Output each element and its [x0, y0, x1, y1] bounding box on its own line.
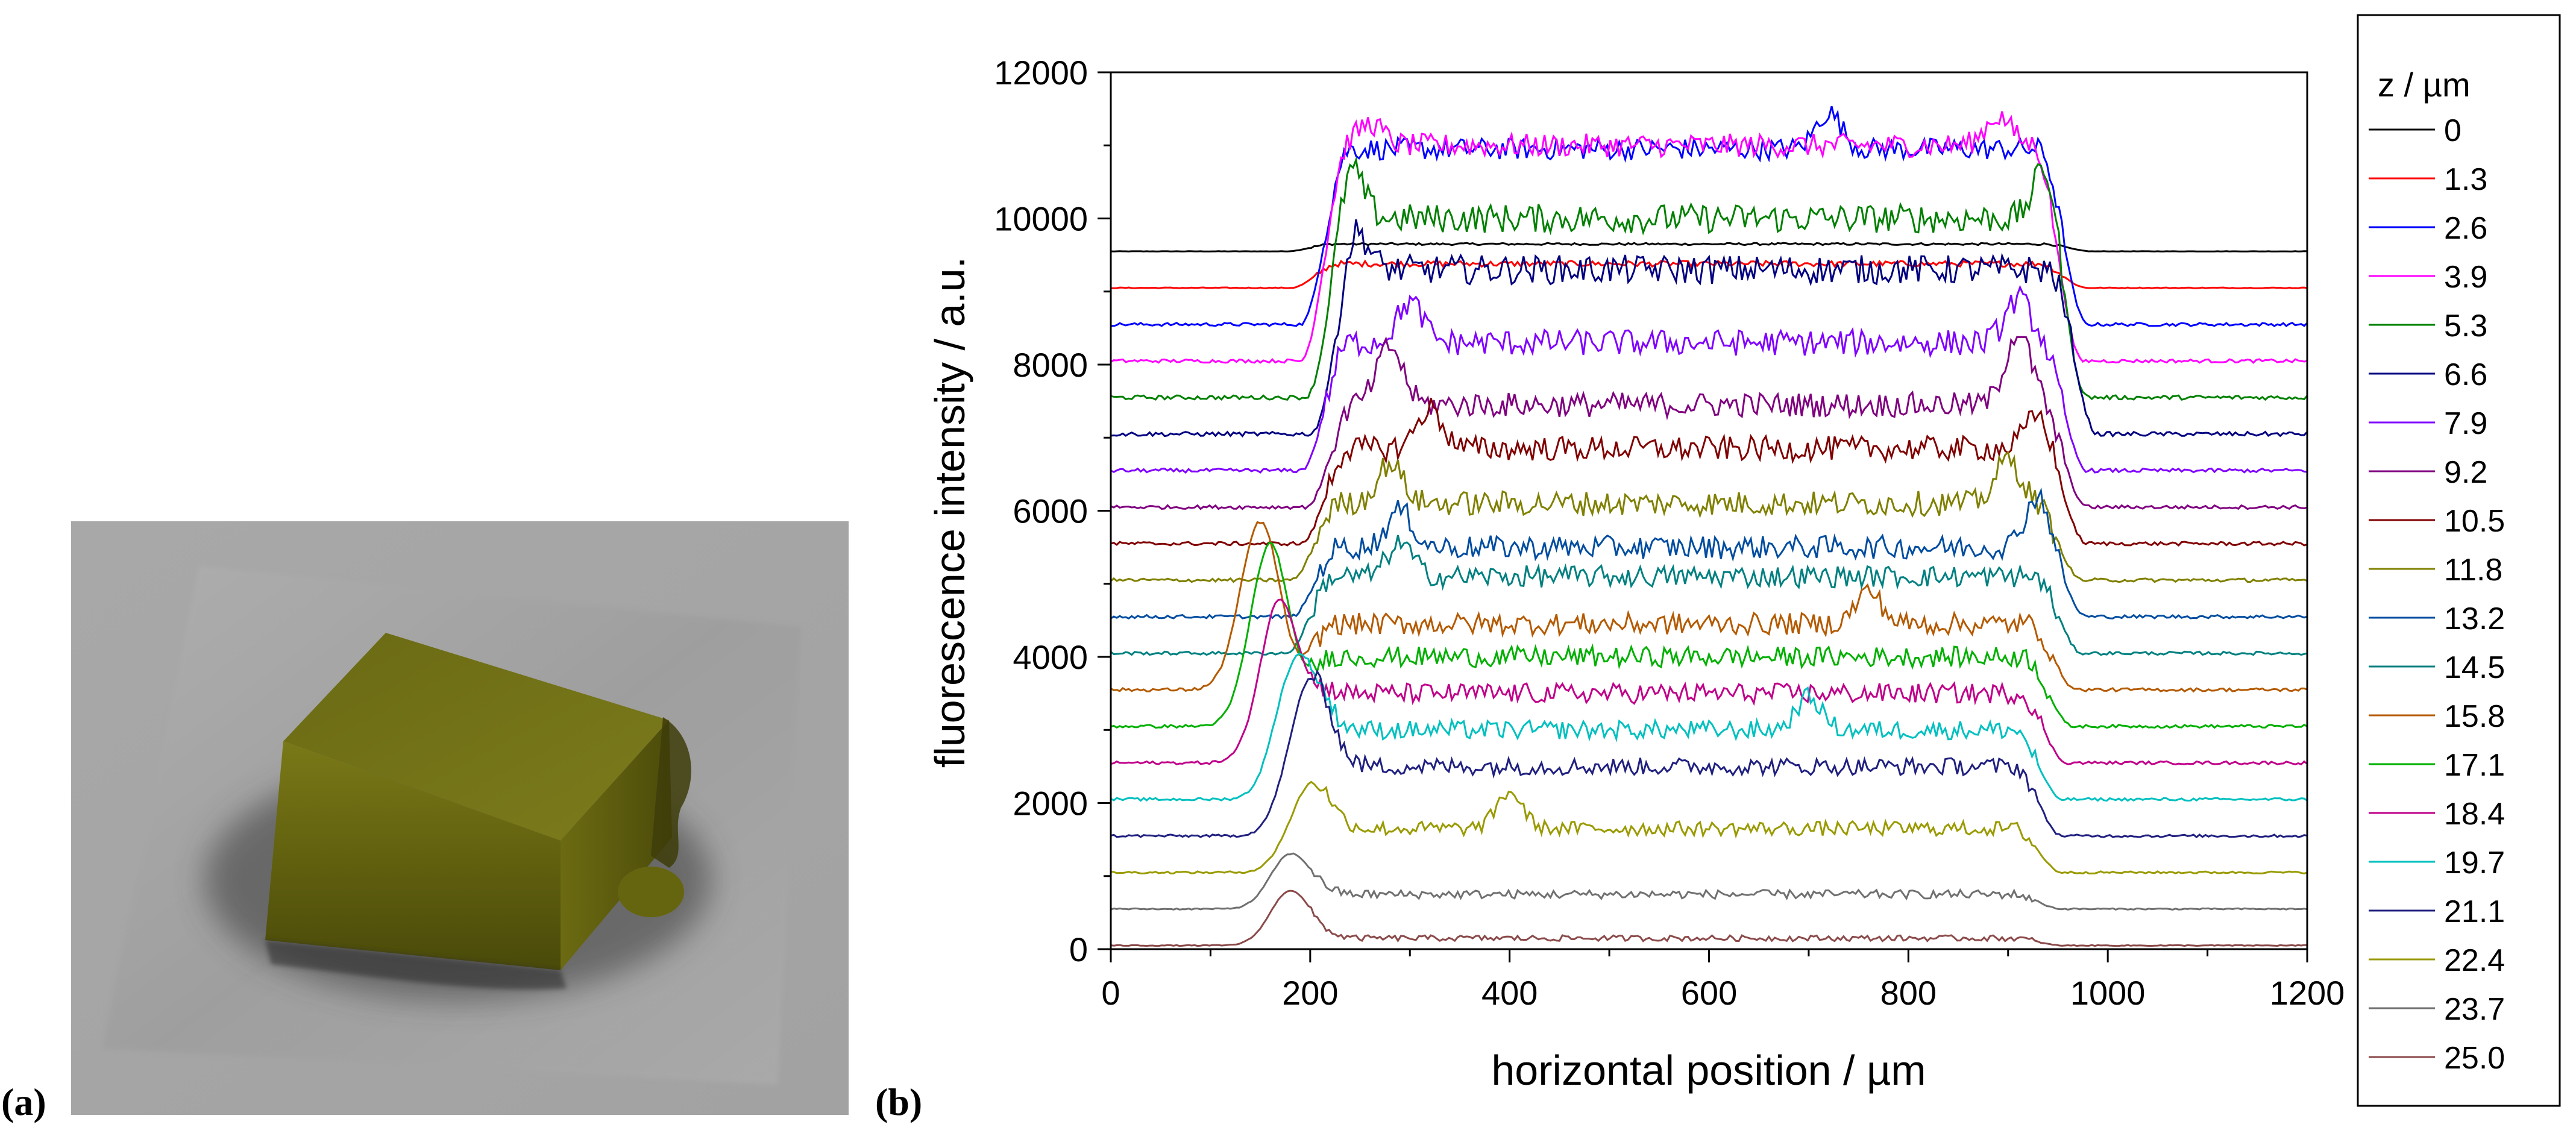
legend-label: 7.9 — [2444, 406, 2487, 441]
legend-label: 15.8 — [2444, 699, 2505, 734]
panel-a: (a) — [0, 0, 874, 1139]
x-tick-label: 600 — [1681, 974, 1737, 1012]
series-line — [1110, 535, 2308, 656]
legend-label: 25.0 — [2444, 1041, 2505, 1076]
legend-label: 19.7 — [2444, 846, 2505, 880]
legend-label: 3.9 — [2444, 260, 2487, 295]
legend-label: 2.6 — [2444, 211, 2487, 246]
legend-box — [2357, 14, 2561, 1107]
legend-label: 5.3 — [2444, 309, 2487, 344]
y-tick-label: 10000 — [994, 200, 1088, 238]
x-tick-label: 1200 — [2270, 974, 2345, 1012]
crystal-front-face — [265, 741, 561, 970]
series-line — [1110, 521, 2308, 693]
y-tick-label: 6000 — [1013, 492, 1088, 530]
y-tick-label: 4000 — [1013, 638, 1088, 676]
legend-label: 23.7 — [2444, 992, 2505, 1027]
series-line — [1110, 451, 2308, 583]
series-layer — [1110, 105, 2308, 947]
x-tick-label: 400 — [1481, 974, 1538, 1012]
x-tick-label: 1000 — [2070, 974, 2146, 1012]
panel-b: 0 200 400 600 800 1000 1200 0 2000 4000 6000 8000 10… — [874, 0, 2576, 1139]
series-line — [1110, 111, 2308, 364]
crystal-base-edge — [265, 940, 567, 990]
series-line — [1110, 219, 2308, 438]
x-tick-label: 0 — [1101, 974, 1120, 1012]
series-line — [1110, 541, 2308, 729]
y-tick-label: 0 — [1069, 930, 1088, 968]
legend-title: z / µm — [2378, 66, 2471, 104]
legend-items: 0 1.3 2.6 3.9 5.3 6.6 7.9 9.2 10.5 11.8 13.2 14.5 15… — [2369, 113, 2505, 1076]
series-line — [1110, 398, 2308, 547]
legend-label: 14.5 — [2444, 650, 2505, 685]
crystal-top-face — [283, 633, 669, 841]
series-line — [1110, 284, 2308, 474]
series-line — [1110, 105, 2308, 327]
series-line — [1110, 653, 2308, 802]
y-tick-label: 12000 — [994, 54, 1088, 92]
crystal-debris — [651, 717, 691, 868]
y-tick-label: 8000 — [1013, 346, 1088, 384]
x-tick-label: 200 — [1282, 974, 1338, 1012]
series-line — [1110, 336, 2308, 510]
legend-label: 10.5 — [2444, 504, 2505, 539]
legend-label: 18.4 — [2444, 797, 2505, 832]
series-line — [1110, 852, 2308, 911]
legend-label: 17.1 — [2444, 748, 2505, 783]
series-line — [1110, 889, 2308, 947]
legend-label: 21.1 — [2444, 894, 2505, 929]
crystal-side-face — [561, 720, 672, 970]
legend-label: 9.2 — [2444, 455, 2487, 490]
series-line — [1110, 242, 2308, 253]
x-axis-label: horizontal position / µm — [1491, 1047, 1926, 1094]
legend-label: 11.8 — [2444, 553, 2502, 588]
legend: z / µm 0 1.3 2.6 3.9 5.3 6.6 7.9 9.2 10.5 11.8 13.… — [2357, 14, 2561, 1107]
y-axis-label: fluorescence intensity / a.u. — [926, 257, 973, 768]
panel-b-letter: (b) — [875, 1081, 922, 1123]
series-line — [1110, 598, 2308, 766]
series-line — [1110, 487, 2308, 620]
crystal-satellite-blob — [618, 867, 684, 917]
y-tick-label: 2000 — [1013, 785, 1088, 823]
legend-label: 13.2 — [2444, 601, 2505, 636]
axis-layer: 0 200 400 600 800 1000 12000200040006000800010… — [994, 54, 2345, 1012]
x-tick-label: 800 — [1880, 974, 1937, 1012]
panel-a-letter: (a) — [1, 1081, 46, 1123]
series-line — [1110, 156, 2308, 401]
legend-label: 6.6 — [2444, 357, 2487, 392]
legend-label: 22.4 — [2444, 943, 2505, 978]
crystal-render-image: (a) — [1, 521, 849, 1123]
fluorescence-profile-chart: 0 200 400 600 800 1000 12000200040006000800010… — [875, 14, 2561, 1123]
legend-label: 0 — [2444, 113, 2461, 148]
legend-label: 1.3 — [2444, 162, 2487, 197]
series-line — [1110, 780, 2308, 875]
series-line — [1110, 669, 2308, 839]
